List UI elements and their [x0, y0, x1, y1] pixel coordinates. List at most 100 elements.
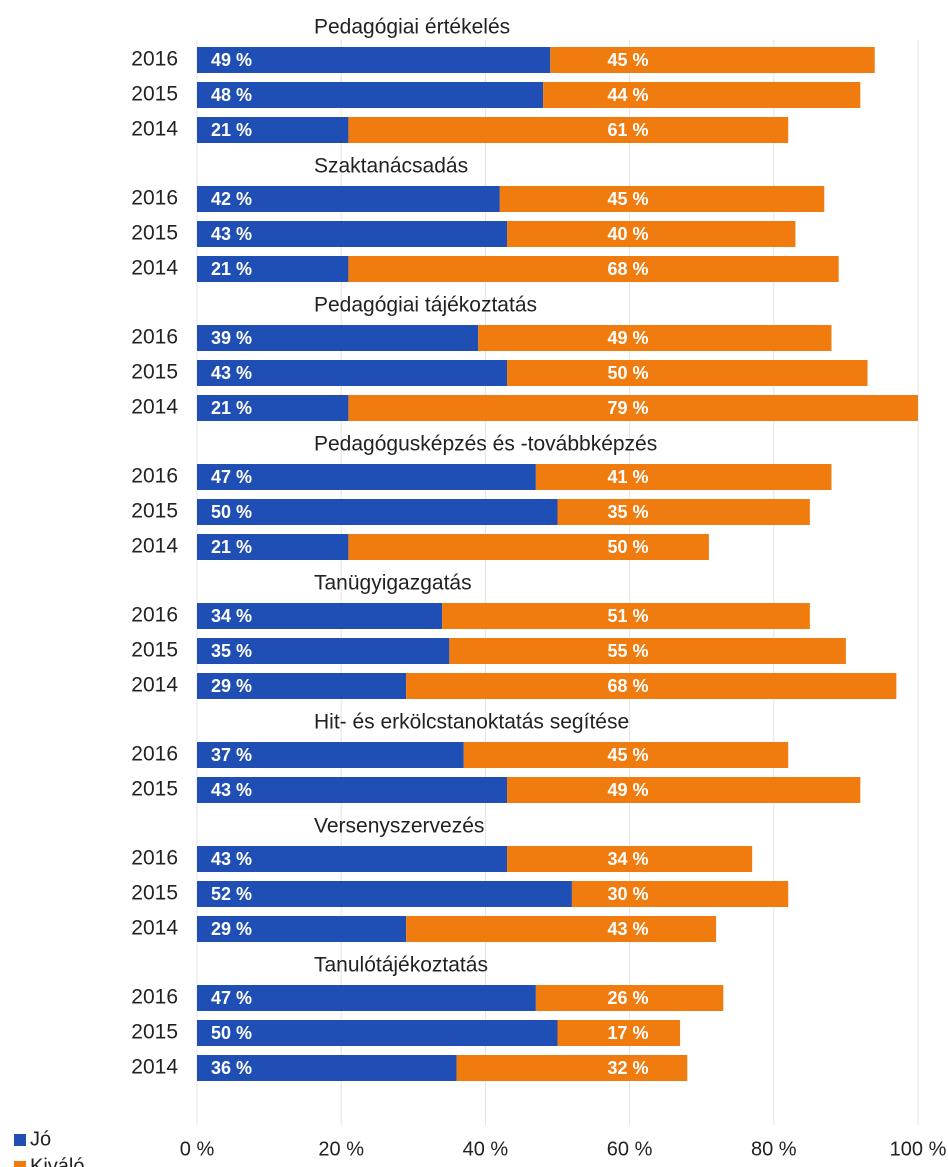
value-label: 52 % — [211, 884, 252, 904]
value-label: 50 % — [607, 363, 648, 383]
bar-segment — [197, 534, 349, 560]
bar-segment — [507, 777, 861, 803]
y-tick-label: 2016 — [131, 604, 178, 627]
value-label: 21 % — [211, 398, 252, 418]
legend-label: Jó — [30, 1128, 51, 1150]
value-label: 55 % — [607, 641, 648, 661]
value-label: 35 % — [211, 641, 252, 661]
value-label: 34 % — [211, 606, 252, 626]
bar-segment — [197, 638, 450, 664]
value-label: 29 % — [211, 919, 252, 939]
value-label: 44 % — [607, 85, 648, 105]
bar-segment — [197, 221, 508, 247]
group-title: Pedagógiai tájékoztatás — [314, 294, 537, 317]
value-label: 50 % — [211, 502, 252, 522]
bar-segment — [197, 846, 508, 872]
bar-segment — [197, 603, 443, 629]
bar-segment — [499, 186, 825, 212]
y-tick-label: 2014 — [131, 118, 178, 141]
group-title: Pedagógusképzés és -továbbképzés — [314, 433, 657, 456]
bar-segment — [197, 82, 544, 108]
y-tick-label: 2015 — [131, 882, 178, 905]
value-label: 29 % — [211, 676, 252, 696]
legend-swatch — [14, 1161, 26, 1167]
bar-segment — [463, 742, 789, 768]
value-label: 49 % — [607, 780, 648, 800]
group-title: Pedagógiai értékelés — [314, 16, 510, 39]
value-label: 37 % — [211, 745, 252, 765]
bar-segment — [197, 1055, 457, 1081]
value-label: 49 % — [607, 328, 648, 348]
bar-segment — [197, 777, 508, 803]
value-label: 21 % — [211, 259, 252, 279]
y-tick-label: 2014 — [131, 535, 178, 558]
value-label: 45 % — [607, 50, 648, 70]
value-label: 39 % — [211, 328, 252, 348]
value-label: 35 % — [607, 502, 648, 522]
value-label: 30 % — [607, 884, 648, 904]
value-label: 42 % — [211, 189, 252, 209]
bar-segment — [348, 256, 839, 282]
y-tick-label: 2014 — [131, 396, 178, 419]
y-tick-label: 2015 — [131, 222, 178, 245]
bar-segment — [197, 916, 407, 942]
x-tick-label: 100 % — [890, 1138, 947, 1160]
value-label: 68 % — [607, 259, 648, 279]
bar-segment — [507, 360, 868, 386]
bar-segment — [197, 47, 551, 73]
y-tick-label: 2015 — [131, 639, 178, 662]
bar-segment — [535, 985, 724, 1011]
bar-segment — [456, 1055, 688, 1081]
group-title: Tanulótájékoztatás — [314, 954, 488, 977]
group-title: Tanügyigazgatás — [314, 572, 472, 595]
y-tick-label: 2016 — [131, 187, 178, 210]
value-label: 45 % — [607, 189, 648, 209]
x-tick-label: 0 % — [180, 1138, 215, 1160]
value-label: 32 % — [607, 1058, 648, 1078]
bar-segment — [507, 846, 753, 872]
legend-label: Kiváló — [30, 1155, 84, 1167]
y-tick-label: 2014 — [131, 674, 178, 697]
group-title: Szaktanácsadás — [314, 155, 468, 178]
value-label: 43 % — [211, 224, 252, 244]
y-tick-label: 2016 — [131, 326, 178, 349]
value-label: 43 % — [211, 363, 252, 383]
bar-segment — [406, 673, 897, 699]
value-label: 41 % — [607, 467, 648, 487]
y-tick-label: 2016 — [131, 847, 178, 870]
bar-segment — [550, 47, 875, 73]
bar-segment — [197, 186, 500, 212]
y-tick-label: 2015 — [131, 361, 178, 384]
bar-segment — [197, 881, 572, 907]
value-label: 36 % — [211, 1058, 252, 1078]
value-label: 45 % — [607, 745, 648, 765]
value-label: 49 % — [211, 50, 252, 70]
bar-segment — [348, 117, 789, 143]
bar-segment — [406, 916, 717, 942]
group-title: Versenyszervezés — [314, 815, 484, 838]
y-tick-label: 2016 — [131, 48, 178, 71]
value-label: 21 % — [211, 537, 252, 557]
x-tick-label: 20 % — [318, 1138, 364, 1160]
value-label: 26 % — [607, 988, 648, 1008]
value-label: 50 % — [211, 1023, 252, 1043]
bar-segment — [507, 221, 796, 247]
bar-segment — [197, 499, 558, 525]
bar-segment — [197, 464, 536, 490]
bar-segment — [197, 256, 349, 282]
bar-segment — [197, 1020, 558, 1046]
value-label: 34 % — [607, 849, 648, 869]
x-tick-label: 60 % — [607, 1138, 653, 1160]
bar-segment — [197, 673, 407, 699]
bar-segment — [557, 499, 810, 525]
y-tick-label: 2015 — [131, 500, 178, 523]
bar-segment — [348, 395, 918, 421]
bar-segment — [348, 534, 709, 560]
group-title: Hit- és erkölcstanoktatás segítése — [314, 711, 629, 734]
bar-segment — [478, 325, 832, 351]
y-tick-label: 2015 — [131, 778, 178, 801]
y-tick-label: 2014 — [131, 1056, 178, 1079]
bar-segment — [557, 1020, 681, 1046]
value-label: 47 % — [211, 988, 252, 1008]
x-tick-label: 40 % — [463, 1138, 509, 1160]
